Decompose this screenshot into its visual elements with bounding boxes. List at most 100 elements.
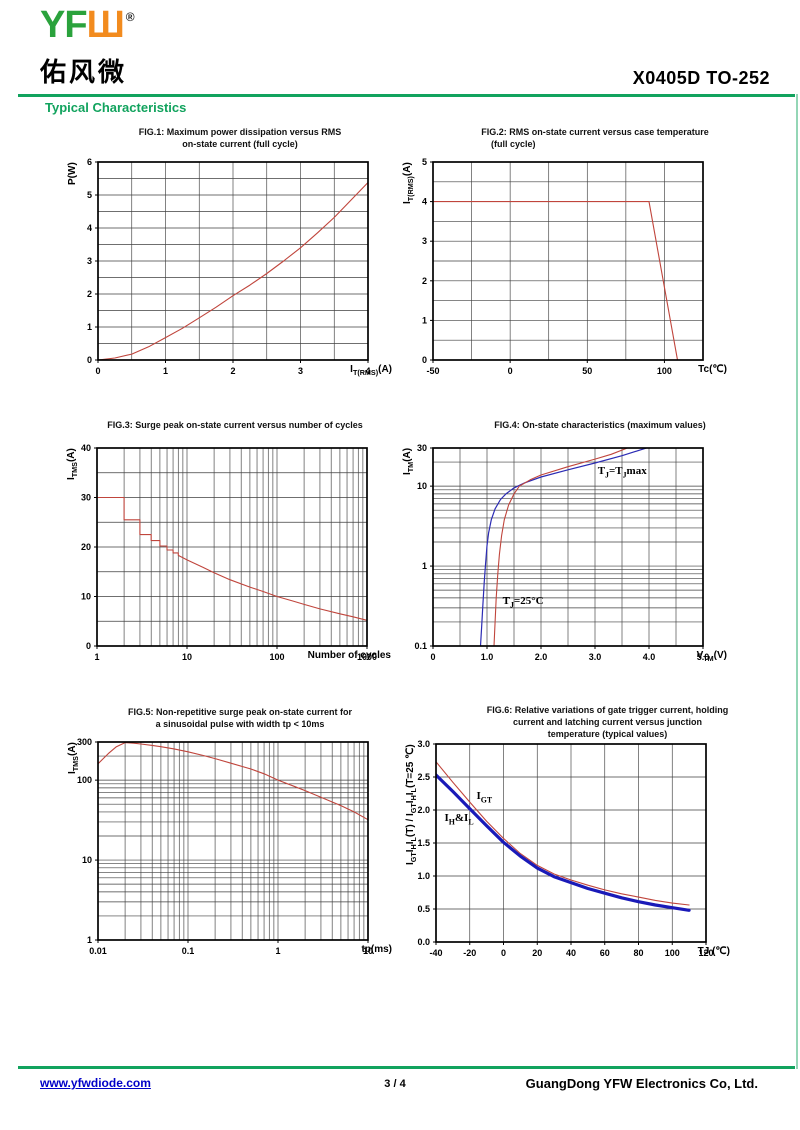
fig1-tick-labels: 0 1 2 3 4 0 1 2 3 4 5 6	[87, 157, 371, 376]
fig6-title: FIG.6: Relative variations of gate trigg…	[435, 704, 780, 740]
title-line: FIG.2: RMS on-state current versus case …	[481, 127, 709, 137]
svg-text:1: 1	[87, 322, 92, 332]
fig3-series-0	[97, 496, 367, 621]
header-divider	[18, 94, 795, 97]
svg-text:4.0: 4.0	[643, 652, 656, 662]
website-link[interactable]: www.yfwdiode.com	[40, 1076, 151, 1090]
fig1-grid	[97, 161, 369, 361]
svg-text:50: 50	[582, 366, 592, 376]
svg-text:20: 20	[81, 542, 91, 552]
company-name: GuangDong YFW Electronics Co, Ltd.	[525, 1076, 758, 1091]
svg-text:3: 3	[298, 366, 303, 376]
fig6-annotation-0: IGT	[476, 790, 493, 805]
svg-text:80: 80	[633, 948, 643, 958]
fig2-chart: -50 0 50 100 0 1 2 3 4 5 IT(RMS)(A) Tc(℃)	[401, 150, 727, 390]
title-line: a sinusoidal pulse with width tp < 10ms	[155, 719, 325, 729]
fig6-tick-labels: -40 -20 0 20 40 60 80 100 120 0.0 0.5 1.0 1.5 2.0 2.5 3…	[417, 739, 713, 958]
title-line: FIG.6: Relative variations of gate trigg…	[486, 705, 729, 715]
svg-text:3: 3	[87, 256, 92, 266]
fig5-series-0	[98, 742, 368, 821]
svg-text:2: 2	[230, 366, 235, 376]
svg-text:1: 1	[94, 652, 99, 662]
svg-text:1000: 1000	[357, 652, 377, 662]
fig6-series-0	[436, 761, 690, 906]
logo-wordmark: YFШ ®	[40, 4, 135, 52]
fig1-y-axis-label: P(W)	[67, 162, 78, 185]
fig3-title: FIG.3: Surge peak on-state current versu…	[70, 419, 400, 431]
fig3-y-axis-label: ITMS(A)	[66, 448, 79, 480]
fig5-tick-labels: 0.01 0.1 1 10 1 10 100 300	[77, 737, 373, 956]
svg-text:5.0: 5.0	[697, 652, 710, 662]
svg-text:10: 10	[182, 652, 192, 662]
svg-text:-50: -50	[426, 366, 439, 376]
fig2-title: FIG.2: RMS on-state current versus case …	[425, 126, 765, 150]
footer-divider	[18, 1066, 795, 1069]
part-number: X0405D TO-252	[632, 68, 770, 88]
svg-text:10: 10	[417, 481, 427, 491]
svg-text:10: 10	[82, 855, 92, 865]
title-line: (full cycle)	[491, 139, 536, 149]
svg-text:1.5: 1.5	[417, 838, 430, 848]
svg-text:60: 60	[600, 948, 610, 958]
fig5-chart: 0.01 0.1 1 10 1 10 100 300 ITMS(A) tp(ms)	[66, 730, 392, 970]
svg-text:1: 1	[163, 366, 168, 376]
svg-text:0.0: 0.0	[417, 937, 430, 947]
fig6-chart: -40 -20 0 20 40 60 80 100 120 0.0 0.5 1.0 1.5 2.0 2.5 3…	[404, 732, 730, 972]
svg-text:5: 5	[422, 157, 427, 167]
fig4-x-axis-label: VTM(V)	[696, 650, 727, 663]
fig3-plot: 1 10 100 1000 0 10 20 30 40	[81, 443, 377, 662]
fig2-x-axis-label: Tc(℃)	[698, 364, 727, 375]
logo-w-mark: Ш	[86, 4, 125, 46]
svg-text:3.0: 3.0	[589, 652, 602, 662]
fig4-series-0	[479, 448, 647, 646]
svg-text:40: 40	[81, 443, 91, 453]
svg-text:0: 0	[86, 641, 91, 651]
svg-text:1: 1	[422, 561, 427, 571]
svg-text:1: 1	[275, 946, 280, 956]
title-line: FIG.4: On-state characteristics (maximum…	[494, 420, 706, 430]
fig4-chart: 0 1.0 2.0 3.0 4.0 5.0 0.1 1 10 30 ITM(A) VTM(V) T…	[401, 436, 727, 676]
svg-text:30: 30	[81, 493, 91, 503]
page-number: 3 / 4	[384, 1078, 406, 1090]
svg-text:6: 6	[87, 157, 92, 167]
fig1-series-0	[98, 181, 368, 360]
svg-text:0.1: 0.1	[414, 641, 427, 651]
svg-text:100: 100	[665, 948, 680, 958]
fig3-x-axis-label: Number of cycles	[307, 650, 391, 661]
fig6-series-1	[436, 773, 691, 912]
fig6-annotation-1: IH&IL	[444, 812, 474, 827]
logo-yf-text: YF	[40, 4, 88, 46]
svg-text:2.0: 2.0	[535, 652, 548, 662]
svg-text:0: 0	[95, 366, 100, 376]
svg-text:0: 0	[430, 652, 435, 662]
svg-text:2: 2	[422, 276, 427, 286]
title-line: on-state current (full cycle)	[182, 139, 298, 149]
fig5-y-axis-label: ITMS(A)	[67, 742, 80, 774]
svg-text:1: 1	[422, 315, 427, 325]
title-line: FIG.1: Maximum power dissipation versus …	[138, 127, 342, 137]
svg-text:30: 30	[417, 443, 427, 453]
svg-text:3.0: 3.0	[417, 739, 430, 749]
svg-text:2: 2	[87, 289, 92, 299]
fig3-chart: 1 10 100 1000 0 10 20 30 40 ITMS(A) Number of cy…	[65, 436, 391, 676]
svg-text:100: 100	[77, 775, 92, 785]
fig5-grid	[97, 741, 369, 941]
svg-text:2.0: 2.0	[417, 805, 430, 815]
svg-text:5: 5	[87, 190, 92, 200]
svg-text:10: 10	[81, 592, 91, 602]
fig5-plot: 0.01 0.1 1 10 1 10 100 300	[77, 737, 373, 956]
fig4-y-axis-label: ITM(A)	[402, 447, 415, 475]
svg-text:4: 4	[87, 223, 92, 233]
fig5-title: FIG.5: Non-repetitive surge peak on-stat…	[80, 706, 400, 730]
svg-text:0: 0	[501, 948, 506, 958]
svg-text:1.0: 1.0	[481, 652, 494, 662]
svg-text:4: 4	[365, 366, 370, 376]
svg-text:100: 100	[269, 652, 284, 662]
svg-text:0: 0	[422, 355, 427, 365]
fig4-tick-labels: 0 1.0 2.0 3.0 4.0 5.0 0.1 1 10 30	[414, 443, 709, 662]
svg-text:4: 4	[422, 197, 427, 207]
svg-text:20: 20	[532, 948, 542, 958]
registered-trademark-icon: ®	[125, 10, 135, 24]
fig1-plot: 0 1 2 3 4 0 1 2 3 4 5 6	[87, 157, 371, 376]
fig4-annotation-0: TJ=TJmax	[597, 465, 647, 480]
